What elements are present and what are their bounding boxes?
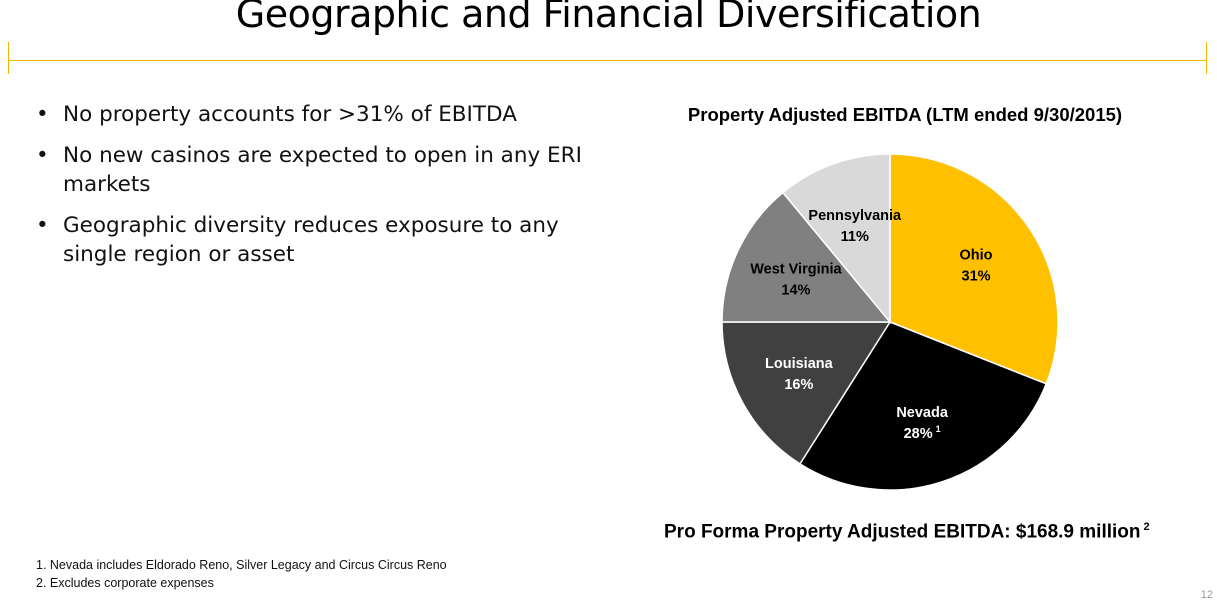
ebitda-summary-text: Pro Forma Property Adjusted EBITDA: $168… — [664, 521, 1141, 542]
footnote-2: 2. Excludes corporate expenses — [36, 574, 447, 592]
ebitda-summary: Pro Forma Property Adjusted EBITDA: $168… — [664, 521, 1150, 543]
footnote-1: 1. Nevada includes Eldorado Reno, Silver… — [36, 556, 447, 574]
pie-label-west-virginia: West Virginia — [750, 262, 842, 278]
page-number: 12 — [1201, 589, 1213, 601]
ebitda-summary-footnote-ref: 2 — [1144, 521, 1150, 533]
pie-label-pennsylvania: Pennsylvania — [808, 208, 902, 224]
pie-label-ohio: Ohio — [960, 248, 993, 264]
pie-label-louisiana: Louisiana — [765, 356, 834, 372]
footnotes: 1. Nevada includes Eldorado Reno, Silver… — [36, 556, 447, 592]
pie-value-louisiana: 16% — [784, 377, 813, 393]
pie-value-pennsylvania: 11% — [841, 229, 869, 245]
pie-value-ohio: 31% — [962, 269, 991, 285]
pie-label-nevada: Nevada — [896, 405, 949, 421]
pie-chart: Ohio31%Nevada28% 1Louisiana16%West Virgin… — [0, 0, 1217, 593]
pie-value-footnote-ref: 1 — [936, 424, 941, 434]
pie-value-west-virginia: 14% — [781, 283, 810, 299]
